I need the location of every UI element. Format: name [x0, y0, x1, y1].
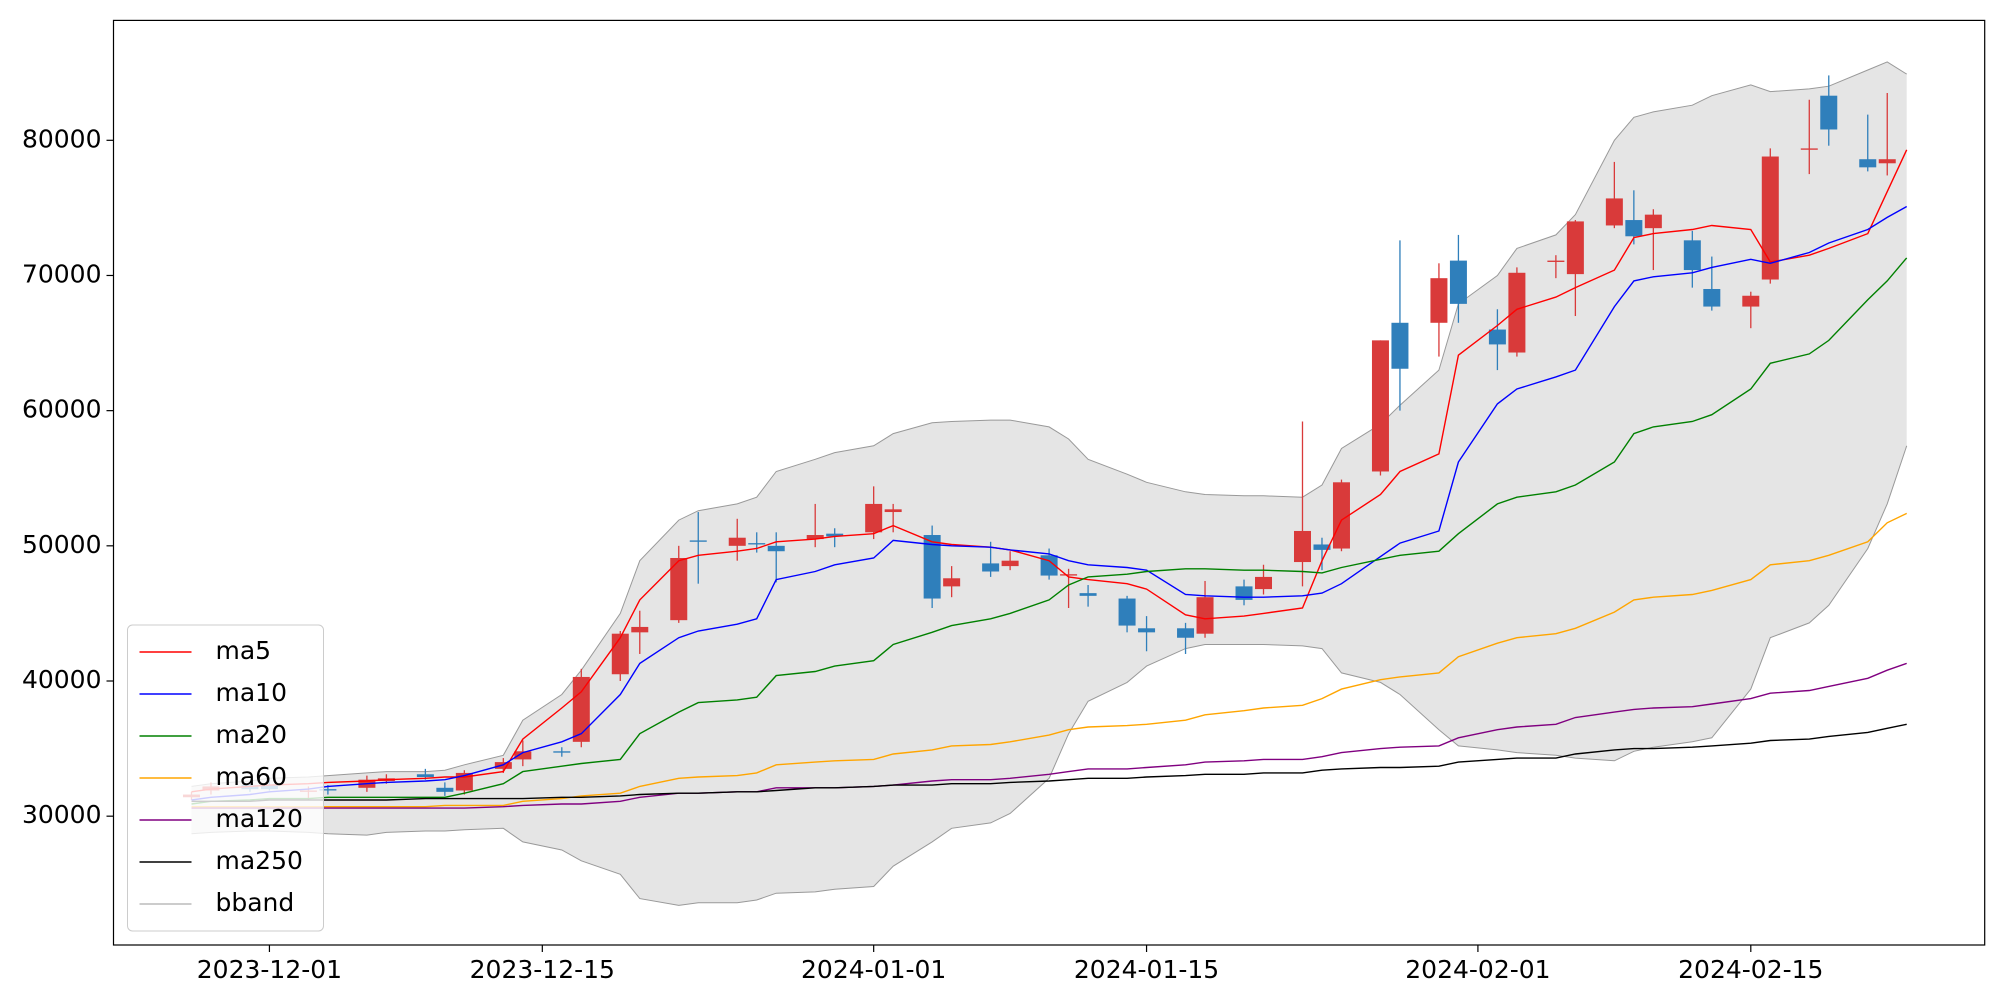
y-tick-label: 50000	[22, 530, 102, 559]
candle-body	[514, 751, 532, 760]
legend-label: ma20	[216, 720, 287, 749]
ma-line	[191, 512, 1908, 808]
band-upper	[191, 61, 1907, 787]
legend-label: ma60	[216, 762, 287, 791]
candle-body	[1371, 340, 1389, 472]
legend-label: ma5	[216, 636, 272, 665]
legend-label: bband	[216, 888, 295, 917]
candle-body	[689, 540, 707, 542]
candle-body	[1313, 544, 1331, 550]
candle-body	[1800, 148, 1818, 150]
y-tick-label: 30000	[22, 800, 102, 829]
ma-line	[191, 257, 1908, 805]
legend-label: ma120	[216, 804, 303, 833]
candle-body	[748, 543, 766, 545]
candle-body	[1625, 220, 1643, 237]
ma-line	[191, 205, 1908, 801]
legend-label: ma10	[216, 678, 287, 707]
ma-line	[191, 662, 1907, 809]
candle-body	[982, 563, 1000, 572]
candle-body	[923, 535, 941, 599]
candle-body	[1488, 329, 1506, 345]
candle-body	[572, 676, 590, 742]
ma-line	[191, 723, 1907, 802]
candle-body	[865, 503, 883, 533]
candle-body	[1255, 576, 1273, 590]
candle-body	[1293, 530, 1311, 563]
candle-body	[416, 774, 434, 777]
legend-label: ma250	[216, 846, 303, 875]
candle-body	[1391, 322, 1409, 369]
candle-body	[1118, 598, 1136, 626]
y-tick-label: 80000	[22, 124, 102, 153]
candle-body	[1742, 295, 1760, 307]
candle-body	[436, 787, 454, 792]
candle-body	[943, 578, 961, 587]
candle-body	[553, 751, 571, 753]
candle-body	[1859, 159, 1877, 168]
x-tick-label: 2024-02-15	[1678, 955, 1823, 984]
candle-body	[1138, 628, 1156, 633]
candle-body	[1332, 482, 1350, 549]
candle-body	[1001, 560, 1019, 567]
candle-body	[1060, 574, 1078, 576]
candle-body	[611, 633, 629, 675]
candle-body	[1547, 260, 1565, 262]
candle-body	[1683, 240, 1701, 271]
candle-body	[1040, 555, 1058, 576]
candle-body	[1820, 95, 1838, 130]
candle-body	[319, 789, 337, 791]
candle-body	[631, 626, 649, 633]
y-tick-label: 40000	[22, 665, 102, 694]
ma-line	[191, 149, 1908, 793]
legend-box	[127, 624, 324, 932]
y-tick-label: 60000	[22, 395, 102, 424]
candle-body	[1605, 198, 1623, 226]
x-tick-label: 2024-02-01	[1405, 955, 1550, 984]
candle-body	[728, 537, 746, 546]
x-tick-label: 2024-01-01	[801, 955, 946, 984]
candle-body	[1079, 593, 1097, 596]
x-tick-label: 2023-12-15	[470, 955, 615, 984]
band-lower	[191, 445, 1908, 906]
candle-body	[1177, 628, 1195, 638]
candle-body	[1508, 272, 1526, 353]
x-tick-label: 2023-12-01	[197, 955, 342, 984]
candle-body	[670, 557, 688, 621]
candle-body	[1644, 214, 1662, 229]
candle-body	[1703, 288, 1721, 307]
candle-body	[1878, 159, 1896, 164]
candle-body	[1430, 278, 1448, 323]
candle-body	[1761, 156, 1779, 280]
candle-body	[1566, 221, 1584, 275]
candle-body	[767, 545, 785, 552]
candle-body	[884, 509, 902, 513]
candle-body	[826, 533, 844, 537]
candle-body	[1196, 597, 1214, 634]
candle-body	[806, 535, 824, 540]
x-tick-label: 2024-01-15	[1074, 955, 1219, 984]
legend: ma5 ma10 ma20 ma60 ma120 ma250 bband	[127, 624, 324, 932]
candle-body	[1449, 260, 1467, 304]
plot-frame	[112, 19, 1986, 946]
y-tick-label: 70000	[22, 259, 102, 288]
